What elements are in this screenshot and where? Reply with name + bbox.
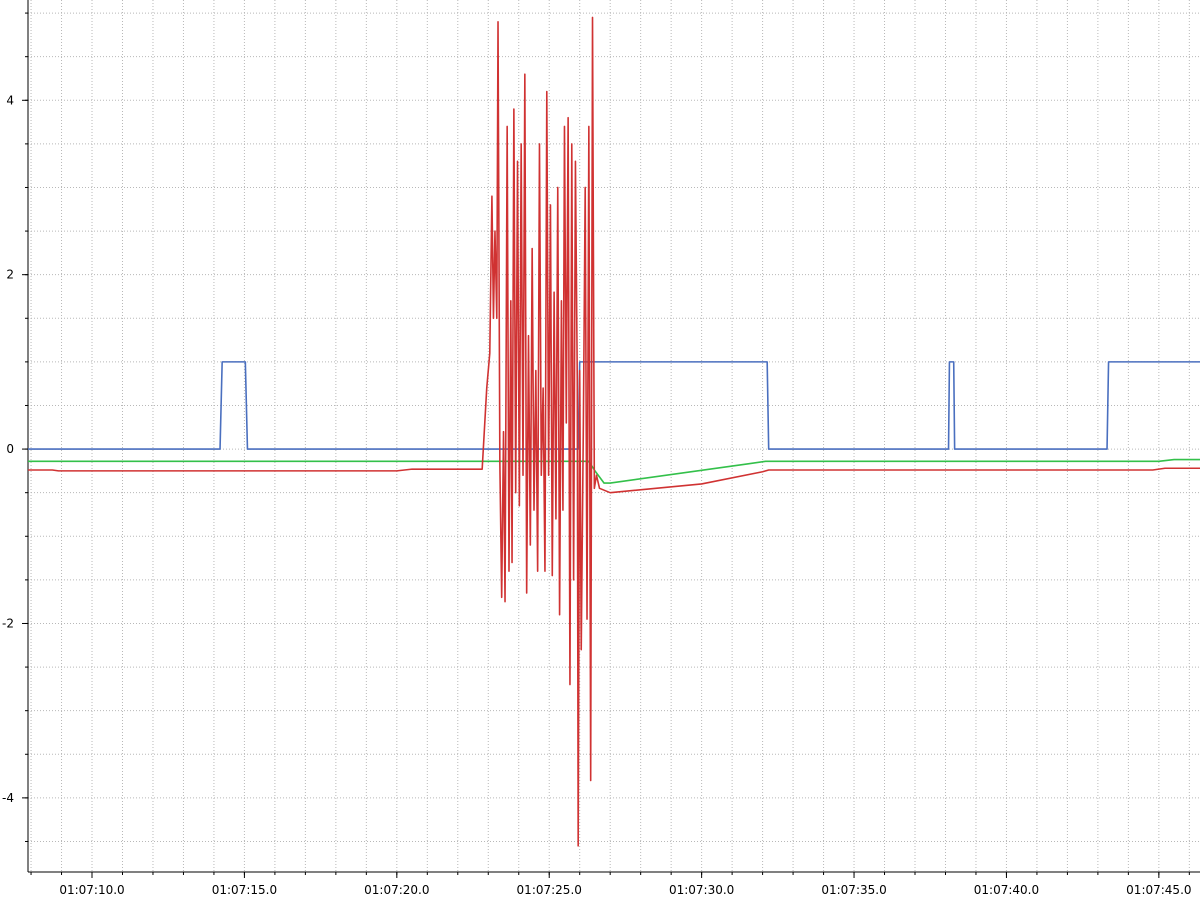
x-tick-label: 01:07:35.0 (821, 883, 886, 897)
x-tick-label: 01:07:20.0 (364, 883, 429, 897)
y-tick-label: -2 (2, 616, 14, 630)
series-group (28, 16, 1200, 847)
axes (27, 0, 1200, 873)
series-line-1 (28, 361, 1200, 450)
x-axis-ticks: 01:07:10.0 01:07:15.0 01:07:20.0 01:07:25.0… (30, 872, 1192, 897)
y-tick-label: 0 (6, 442, 14, 456)
y-tick-label: 2 (6, 268, 14, 282)
x-tick-label: 01:07:40.0 (974, 883, 1039, 897)
y-tick-label: 4 (6, 93, 14, 107)
y-tick-label: -4 (2, 791, 14, 805)
x-tick-label: 01:07:45.0 (1126, 883, 1191, 897)
grid-lines (28, 0, 1200, 872)
series-line-3 (28, 16, 1200, 847)
y-axis-ticks: -4 -2 0 2 4 (2, 12, 28, 842)
x-tick-label: 01:07:30.0 (669, 883, 734, 897)
x-tick-label: 01:07:15.0 (212, 883, 277, 897)
x-tick-label: 01:07:25.0 (517, 883, 582, 897)
x-tick-label: 01:07:10.0 (59, 883, 124, 897)
